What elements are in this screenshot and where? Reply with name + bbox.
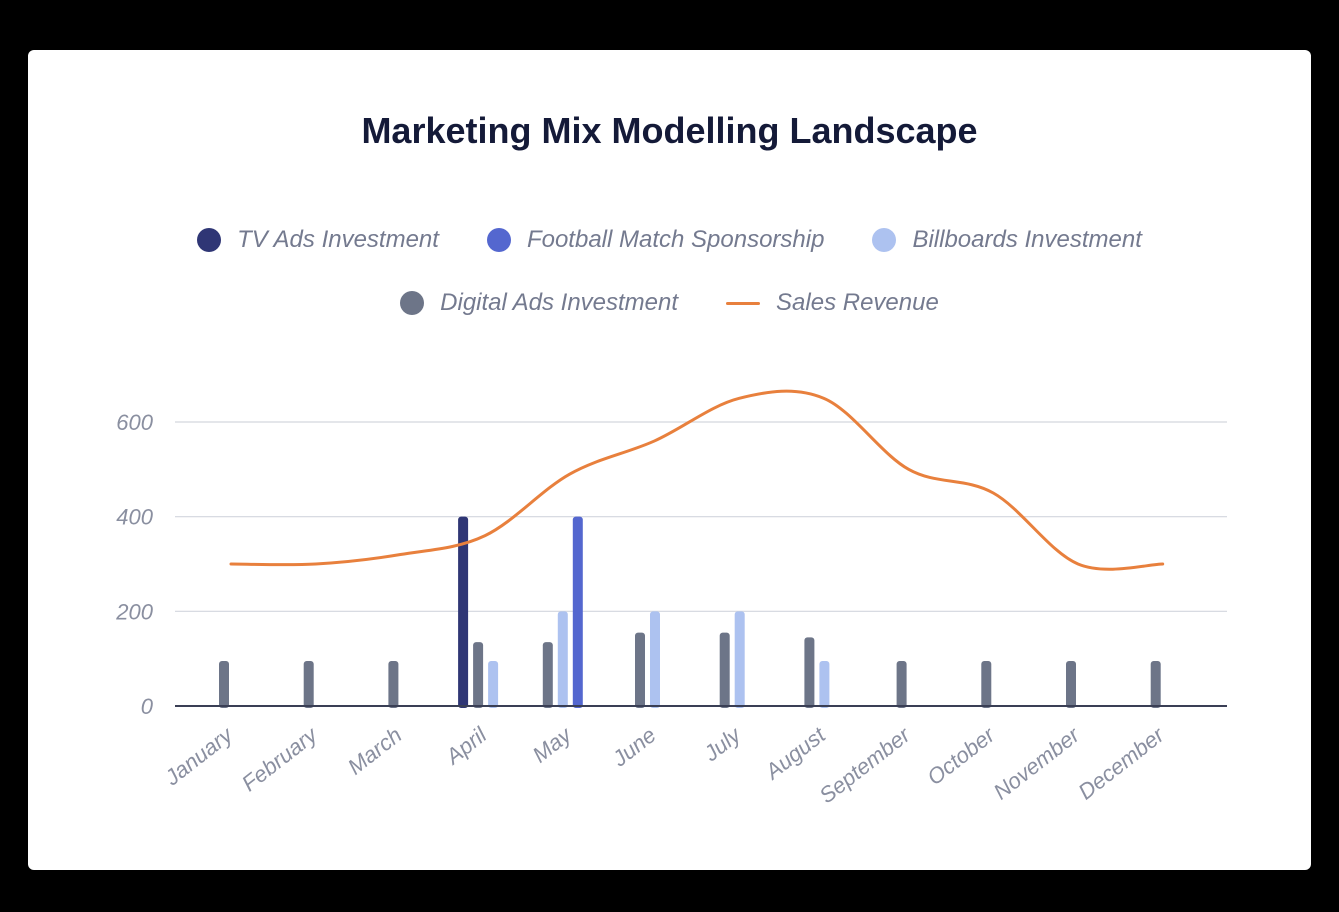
bar-billboards-investment-june — [650, 611, 660, 708]
x-tick-label-november: November — [989, 721, 1086, 804]
x-tick-label-may: May — [528, 721, 578, 768]
legend-label-sales-revenue: Sales Revenue — [776, 289, 939, 316]
legend-swatch-billboards — [872, 228, 897, 252]
x-tick-label-december: December — [1073, 721, 1170, 804]
bar-billboards-investment-august — [819, 661, 830, 708]
bar-billboards-investment-may — [557, 611, 568, 708]
x-tick-label-september: September — [814, 721, 916, 808]
x-tick-label-april: April — [440, 722, 493, 771]
legend-row-1: TV Ads Investment Football Match Sponsor… — [0, 226, 1339, 254]
x-tick-label-august: August — [759, 722, 831, 786]
bar-digital-ads-investment-april — [473, 642, 484, 708]
chart-card — [28, 50, 1311, 870]
legend-label-digital-ads: Digital Ads Investment — [440, 289, 679, 316]
legend-row-2: Digital Ads Investment Sales Revenue — [0, 289, 1339, 317]
bar-billboards-investment-april — [488, 661, 499, 708]
legend-item-billboards[interactable]: Billboards Investment — [872, 226, 1142, 254]
bar-billboards-investment-july — [734, 611, 745, 708]
bar-tv-ads-investment-april — [458, 516, 469, 708]
y-tick-label-0: 0 — [141, 694, 154, 719]
x-tick-label-october: October — [922, 721, 1000, 790]
legend-swatch-football-sponsorship — [486, 228, 511, 252]
bar-digital-ads-investment-august — [804, 637, 815, 708]
y-tick-label-400: 400 — [116, 505, 153, 530]
legend-label-football-sponsorship: Football Match Sponsorship — [526, 226, 825, 253]
legend-swatch-sales-revenue — [726, 301, 761, 305]
legend-item-sales-revenue[interactable]: Sales Revenue — [726, 289, 939, 317]
bar-football-match-sponsorship-may — [572, 516, 583, 708]
bar-digital-ads-investment-december — [1150, 661, 1161, 708]
bar-digital-ads-investment-november — [1066, 661, 1076, 708]
bar-digital-ads-investment-february — [303, 661, 314, 708]
y-tick-label-600: 600 — [116, 410, 153, 435]
x-tick-label-march: March — [343, 722, 407, 779]
legend-label-billboards: Billboards Investment — [912, 226, 1142, 253]
sales-revenue-line — [229, 389, 1165, 571]
bar-digital-ads-investment-october — [981, 661, 992, 708]
legend-swatch-tv-ads — [197, 228, 222, 252]
y-tick-label-200: 200 — [115, 599, 153, 624]
legend-label-tv-ads: TV Ads Investment — [237, 226, 439, 253]
bar-digital-ads-investment-july — [719, 632, 730, 708]
x-tick-label-july: July — [698, 721, 747, 767]
legend-item-football-sponsorship[interactable]: Football Match Sponsorship — [486, 226, 825, 254]
legend-item-tv-ads[interactable]: TV Ads Investment — [197, 226, 439, 254]
legend-swatch-digital-ads — [400, 291, 425, 315]
x-tick-label-january: January — [159, 721, 238, 791]
bar-digital-ads-investment-january — [219, 661, 229, 708]
bar-digital-ads-investment-may — [542, 642, 553, 708]
x-tick-label-february: February — [237, 721, 323, 796]
bar-digital-ads-investment-march — [388, 661, 399, 708]
bar-digital-ads-investment-june — [635, 632, 645, 708]
bar-digital-ads-investment-september — [896, 661, 907, 708]
chart-title: Marketing Mix Modelling Landscape — [361, 110, 978, 151]
x-tick-label-june: June — [607, 722, 661, 772]
legend-item-digital-ads[interactable]: Digital Ads Investment — [400, 289, 678, 317]
